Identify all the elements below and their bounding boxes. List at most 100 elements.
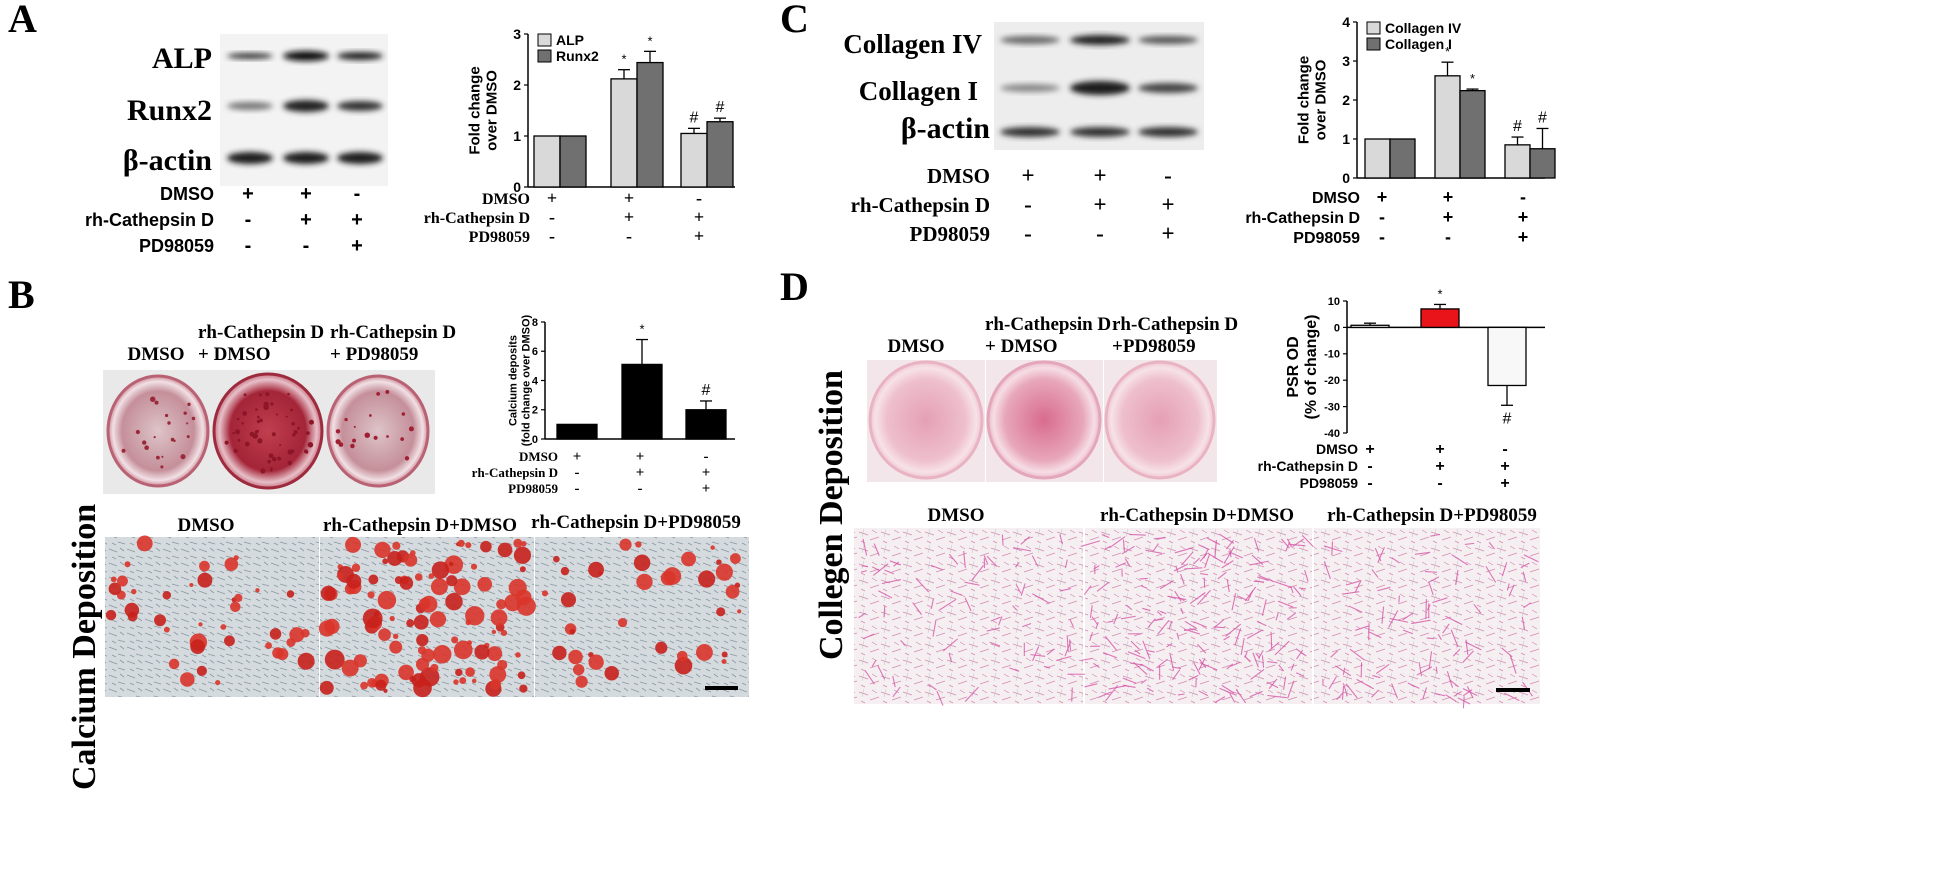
western-blot-c xyxy=(994,22,1204,150)
calcium-nodule xyxy=(392,541,401,550)
collagen-fiber xyxy=(881,579,902,585)
y-tick-label: 0 xyxy=(1334,322,1340,334)
micrograph-cathepsin-pd98059-d xyxy=(1314,528,1540,704)
collagen-fiber xyxy=(1331,541,1334,556)
significance-mark: * xyxy=(1445,44,1450,59)
collagen-fiber xyxy=(1473,603,1482,614)
collagen-fiber xyxy=(1221,560,1234,569)
bar xyxy=(706,121,734,188)
collagen-fiber xyxy=(1266,681,1279,689)
collagen-fiber xyxy=(1287,680,1295,699)
calcium-nodule xyxy=(474,644,490,660)
collagen-fiber xyxy=(1426,637,1435,640)
collagen-fiber xyxy=(1098,691,1112,698)
collagen-fiber xyxy=(1416,666,1433,676)
stain-spot xyxy=(400,437,405,441)
collagen-fiber xyxy=(1349,648,1366,661)
calcium-nodule xyxy=(490,609,508,627)
collagen-fiber xyxy=(1249,560,1269,566)
collagen-fiber xyxy=(1442,623,1450,634)
calcium-nodule xyxy=(681,551,696,567)
calcium-nodule xyxy=(457,539,465,548)
collagen-fiber xyxy=(1391,683,1399,699)
collagen-fiber xyxy=(1267,661,1278,664)
collagen-fiber xyxy=(1172,669,1181,681)
collagen-fiber xyxy=(1240,638,1245,656)
collagen-fiber xyxy=(1451,554,1469,566)
condition-sign: + xyxy=(573,449,582,465)
collagen-fiber xyxy=(1109,536,1126,549)
collagen-fiber xyxy=(939,598,957,611)
calcium-nodule xyxy=(362,608,383,629)
calcium-nodule xyxy=(368,574,379,585)
collagen-fiber xyxy=(1256,621,1267,627)
stain-spot xyxy=(292,433,296,437)
collagen-fiber xyxy=(1506,583,1510,591)
collagen-fiber xyxy=(1081,657,1093,661)
stain-spot xyxy=(154,400,159,405)
y-axis-label: Fold change xyxy=(467,66,484,154)
stain-spot xyxy=(241,422,244,425)
blot-band xyxy=(1070,81,1130,95)
condition-sign: + xyxy=(1500,475,1509,492)
collagen-fiber xyxy=(1342,683,1348,697)
blot-band xyxy=(283,152,329,164)
y-tick-label: 0 xyxy=(532,434,538,446)
collagen-fiber xyxy=(1428,651,1433,670)
well-label: + PD98059 xyxy=(330,344,418,365)
collagen-fiber xyxy=(1422,687,1428,700)
collagen-fiber xyxy=(930,564,944,571)
collagen-fiber xyxy=(986,555,997,567)
y-tick-label: -30 xyxy=(1324,401,1340,413)
blot-band xyxy=(1000,84,1060,92)
collagen-fiber xyxy=(1377,586,1391,592)
collagen-fiber xyxy=(1127,651,1146,660)
collagen-fiber xyxy=(1056,655,1072,662)
condition-sign: + xyxy=(1161,192,1174,217)
calcium-nodule xyxy=(124,602,140,618)
stain-spot xyxy=(135,429,141,435)
condition-sign: - xyxy=(1437,475,1442,492)
well-images-d xyxy=(867,360,1217,482)
collagen-fiber xyxy=(1020,536,1031,545)
collagen-fiber xyxy=(1184,628,1201,635)
condition-sign: - xyxy=(549,226,555,246)
significance-mark: # xyxy=(1503,410,1512,427)
legend-swatch xyxy=(537,33,552,47)
y-tick-label: 4 xyxy=(532,375,539,387)
collagen-fiber xyxy=(1258,575,1275,583)
blot-band xyxy=(1000,36,1060,44)
calcium-nodule xyxy=(568,649,583,665)
condition-sign: - xyxy=(1164,163,1172,188)
collagen-fiber xyxy=(1304,569,1309,582)
stain-spot xyxy=(255,408,258,411)
collagen-fiber xyxy=(1168,620,1173,630)
calcium-nodule xyxy=(276,648,289,661)
calcium-nodule xyxy=(367,591,375,599)
condition-sign: + xyxy=(1377,187,1388,207)
calcium-nodule xyxy=(519,684,528,693)
collagen-fiber xyxy=(1407,682,1420,689)
calcium-nodule xyxy=(367,677,377,688)
collagen-fiber xyxy=(1174,547,1194,554)
collagen-fiber xyxy=(932,619,937,637)
stain-spot xyxy=(386,435,389,438)
y-axis-label: PSR OD xyxy=(1285,336,1302,397)
collagen-fiber xyxy=(1068,639,1072,651)
bar xyxy=(1350,324,1390,329)
stain-spot xyxy=(243,393,247,397)
micrograph-streaks-d xyxy=(858,533,1539,709)
collagen-fiber xyxy=(1391,557,1400,564)
collagen-fiber xyxy=(1101,533,1110,539)
stain-spot xyxy=(385,389,390,394)
stain-spot xyxy=(160,465,164,469)
collagen-fiber xyxy=(942,638,958,652)
well-label: DMSO xyxy=(888,336,945,357)
collagen-fiber xyxy=(1015,584,1022,594)
stain-spot xyxy=(235,429,241,435)
calcium-nodule xyxy=(663,567,682,585)
collagen-fiber xyxy=(1453,690,1462,697)
calcium-nodule xyxy=(337,572,344,580)
